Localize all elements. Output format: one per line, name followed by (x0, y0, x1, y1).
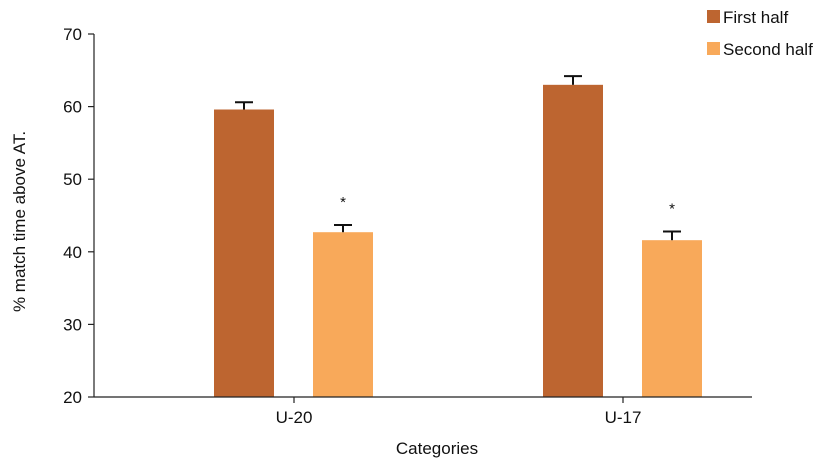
error-bars-layer (235, 75, 681, 241)
legend-swatch (707, 10, 720, 23)
y-tick-label: 60 (63, 98, 82, 117)
x-axis-ticks: U-20 U-17 (276, 397, 642, 427)
axes-layer (93, 34, 752, 398)
bar (313, 232, 373, 397)
significance-marker: * (669, 200, 675, 217)
y-tick-label: 40 (63, 243, 82, 262)
legend-swatch (707, 42, 720, 55)
bar (543, 84, 603, 397)
y-tick-label: 50 (63, 170, 82, 189)
bar (214, 109, 274, 397)
legend: First half Second half (707, 8, 813, 59)
y-axis-title: % match time above AT. (10, 131, 29, 312)
x-tick-label: U-20 (276, 408, 313, 427)
y-axis-ticks: 20 30 40 50 60 70 (63, 25, 94, 407)
significance-marker: * (340, 194, 346, 211)
bars-layer (214, 84, 702, 397)
significance-layer: * * (340, 194, 675, 218)
legend-label: Second half (723, 40, 813, 59)
bar (642, 240, 702, 397)
y-tick-label: 20 (63, 388, 82, 407)
legend-label: First half (723, 8, 788, 27)
y-tick-label: 30 (63, 315, 82, 334)
y-tick-label: 70 (63, 25, 82, 44)
x-tick-label: U-17 (605, 408, 642, 427)
x-axis-title: Categories (396, 439, 478, 458)
